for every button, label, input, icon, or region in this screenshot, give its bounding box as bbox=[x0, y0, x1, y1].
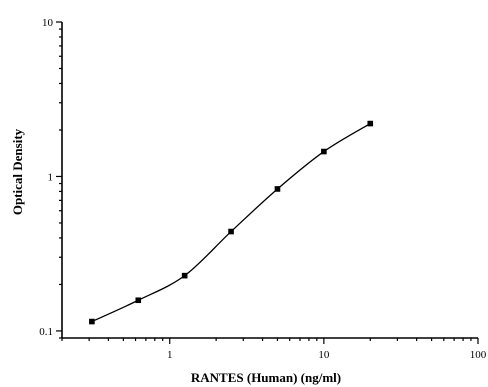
data-point bbox=[274, 186, 281, 192]
data-point bbox=[321, 148, 327, 155]
data-point bbox=[181, 272, 188, 279]
x-tick-label: 1 bbox=[167, 349, 173, 361]
fit-curve bbox=[91, 123, 371, 323]
y-tick-label: 1 bbox=[48, 171, 54, 183]
data-point bbox=[228, 228, 234, 235]
y-axis-title: Optical Density bbox=[10, 128, 25, 215]
data-point bbox=[135, 297, 142, 304]
data-point bbox=[89, 318, 95, 325]
data-points bbox=[89, 120, 374, 325]
x-tick-label: 100 bbox=[470, 349, 487, 361]
ticks: 1 10 100 0.1 1 10 bbox=[39, 17, 487, 361]
axes bbox=[61, 22, 478, 339]
x-tick-label: 10 bbox=[318, 349, 330, 361]
data-point bbox=[367, 120, 374, 127]
x-axis-title: RANTES (Human) (ng/ml) bbox=[191, 370, 341, 385]
y-tick-label: 0.1 bbox=[39, 326, 53, 338]
y-tick-label: 10 bbox=[42, 17, 54, 29]
